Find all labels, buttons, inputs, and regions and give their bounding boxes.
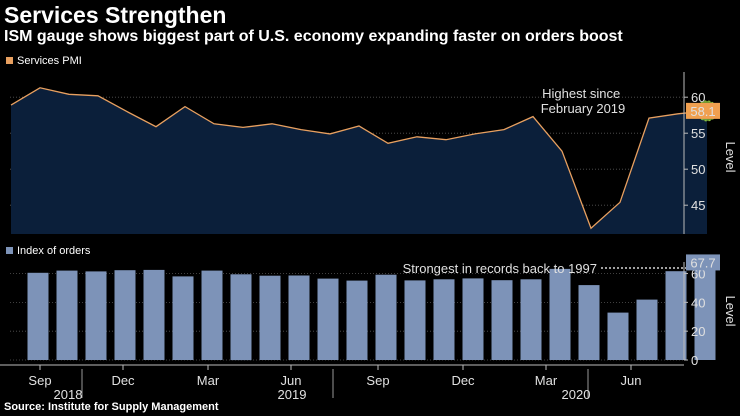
orders-legend-label: Index of orders xyxy=(17,245,91,257)
orders-bar xyxy=(520,279,542,360)
pmi-annotation-line2: February 2019 xyxy=(541,101,626,116)
orders-bar xyxy=(607,312,629,360)
orders-bar xyxy=(404,280,426,360)
pmi-tick-label: 50 xyxy=(691,162,705,177)
pmi-y-axis: 45 50 55 60 xyxy=(683,72,705,234)
orders-bar xyxy=(346,280,368,360)
orders-bar xyxy=(433,279,455,360)
orders-bar xyxy=(56,270,78,360)
orders-y-axis-label: Level xyxy=(723,295,738,326)
pmi-last-value: 58.1 xyxy=(690,104,715,119)
orders-bar xyxy=(27,272,49,360)
orders-bar xyxy=(549,268,571,360)
orders-bars xyxy=(27,262,716,361)
x-tick-label: Jun xyxy=(621,373,642,388)
orders-bar xyxy=(636,299,658,360)
x-tick-label: Mar xyxy=(535,373,558,388)
orders-bar xyxy=(259,275,281,360)
orders-bar xyxy=(375,274,397,360)
x-tick-label: Dec xyxy=(111,373,135,388)
orders-bar xyxy=(143,269,165,360)
pmi-tick-label: 60 xyxy=(691,90,705,105)
orders-tick-label: 0 xyxy=(691,353,698,368)
orders-bar xyxy=(172,276,194,360)
orders-bar xyxy=(201,270,223,360)
x-tick-label: Sep xyxy=(366,373,389,388)
pmi-tick-label: 55 xyxy=(691,126,705,141)
orders-bar xyxy=(317,278,339,360)
orders-bar xyxy=(114,270,136,360)
orders-bar xyxy=(85,271,107,360)
x-tick-label: Mar xyxy=(197,373,220,388)
pmi-y-axis-label: Level xyxy=(723,141,738,172)
orders-bar xyxy=(462,278,484,360)
orders-legend-swatch xyxy=(6,247,13,254)
pmi-legend-swatch xyxy=(6,57,13,64)
orders-bar xyxy=(578,285,600,360)
orders-last-value: 67.7 xyxy=(690,255,715,270)
pmi-legend-label: Services PMI xyxy=(17,55,82,67)
orders-annotation: Strongest in records back to 1997 xyxy=(403,261,597,276)
chart-title: Services Strengthen xyxy=(4,2,227,28)
x-tick-label: Sep xyxy=(28,373,51,388)
orders-tick-label: 20 xyxy=(691,324,705,339)
orders-bar xyxy=(288,275,310,360)
orders-last-value-box xyxy=(686,254,720,271)
orders-bar xyxy=(694,262,716,360)
x-axis: Sep Dec Mar Jun Sep Dec Mar Jun 2018 2019 2020 xyxy=(0,364,684,402)
chart-subtitle: ISM gauge shows biggest part of U.S. eco… xyxy=(4,28,623,45)
x-year-label: 2019 xyxy=(278,387,307,402)
x-year-label: 2020 xyxy=(562,387,591,402)
x-tick-label: Dec xyxy=(451,373,475,388)
x-year-label: 2018 xyxy=(54,387,83,402)
pmi-area xyxy=(11,87,707,234)
pmi-annotation: Highest since February 2019 xyxy=(541,86,626,116)
orders-bar xyxy=(491,280,513,360)
pmi-annotation-line1: Highest since xyxy=(542,86,620,101)
orders-bar xyxy=(665,271,687,360)
x-tick-label: Jun xyxy=(281,373,302,388)
pmi-last-value-box xyxy=(686,102,720,119)
pmi-line xyxy=(10,87,708,230)
pmi-tick-label: 45 xyxy=(691,198,705,213)
source-note: Source: Institute for Supply Management xyxy=(4,401,219,413)
orders-bar xyxy=(230,274,252,361)
orders-tick-label: 40 xyxy=(691,295,705,310)
